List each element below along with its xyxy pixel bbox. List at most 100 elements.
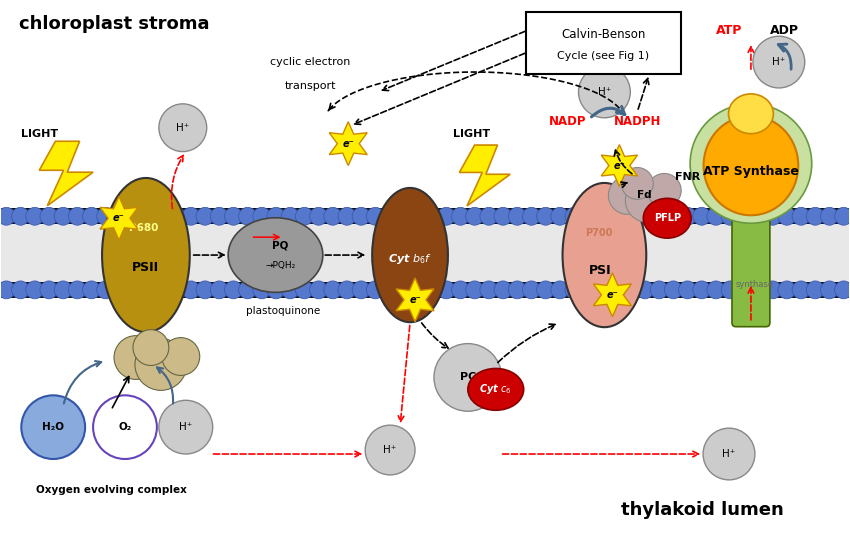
- Circle shape: [750, 281, 768, 299]
- Circle shape: [309, 207, 327, 225]
- Circle shape: [133, 330, 169, 366]
- Circle shape: [678, 281, 696, 299]
- Circle shape: [114, 336, 158, 379]
- Circle shape: [381, 281, 399, 299]
- Text: PSI: PSI: [589, 264, 612, 278]
- Circle shape: [111, 207, 129, 225]
- Circle shape: [296, 207, 314, 225]
- Circle shape: [366, 281, 384, 299]
- Text: Cycle (see Fig 1): Cycle (see Fig 1): [558, 51, 649, 61]
- Circle shape: [252, 281, 271, 299]
- Circle shape: [466, 207, 484, 225]
- Circle shape: [196, 281, 214, 299]
- Circle shape: [721, 207, 739, 225]
- Ellipse shape: [728, 94, 774, 134]
- Circle shape: [352, 281, 370, 299]
- Circle shape: [366, 425, 415, 475]
- Circle shape: [125, 281, 143, 299]
- Circle shape: [167, 281, 185, 299]
- Circle shape: [593, 281, 611, 299]
- Text: e⁻: e⁻: [409, 295, 421, 305]
- Circle shape: [167, 207, 185, 225]
- Circle shape: [437, 207, 456, 225]
- Circle shape: [54, 281, 72, 299]
- Circle shape: [523, 207, 541, 225]
- Text: LIGHT: LIGHT: [453, 128, 490, 139]
- Circle shape: [26, 207, 43, 225]
- Polygon shape: [601, 144, 638, 187]
- Circle shape: [154, 207, 172, 225]
- Text: →PQH₂: →PQH₂: [265, 261, 296, 270]
- Ellipse shape: [468, 368, 524, 410]
- Circle shape: [224, 207, 242, 225]
- FancyBboxPatch shape: [2, 208, 848, 298]
- Circle shape: [97, 207, 115, 225]
- Text: LIGHT: LIGHT: [21, 128, 59, 139]
- Ellipse shape: [372, 188, 448, 322]
- Circle shape: [434, 344, 502, 411]
- Circle shape: [565, 281, 583, 299]
- Text: Cyt $c_6$: Cyt $c_6$: [479, 382, 513, 397]
- Text: e⁻: e⁻: [343, 139, 354, 149]
- Circle shape: [68, 207, 87, 225]
- Text: PFLP: PFLP: [654, 213, 681, 223]
- Circle shape: [508, 281, 526, 299]
- Circle shape: [621, 167, 654, 199]
- Circle shape: [224, 281, 242, 299]
- Text: FNR: FNR: [675, 173, 700, 182]
- Circle shape: [40, 281, 58, 299]
- Text: NADPH: NADPH: [614, 115, 661, 128]
- Circle shape: [252, 207, 271, 225]
- Text: NADP: NADP: [549, 115, 586, 128]
- Circle shape: [807, 281, 824, 299]
- Circle shape: [139, 281, 157, 299]
- Circle shape: [480, 207, 498, 225]
- Text: plastoquinone: plastoquinone: [246, 306, 320, 316]
- Circle shape: [154, 281, 172, 299]
- Circle shape: [508, 207, 526, 225]
- FancyBboxPatch shape: [2, 208, 848, 224]
- Text: H⁺: H⁺: [772, 57, 785, 67]
- Text: H⁺: H⁺: [179, 422, 192, 432]
- Ellipse shape: [563, 183, 646, 327]
- Text: Fd: Fd: [637, 190, 652, 200]
- Circle shape: [792, 281, 810, 299]
- Circle shape: [835, 281, 850, 299]
- Circle shape: [423, 281, 441, 299]
- FancyBboxPatch shape: [525, 12, 681, 74]
- Circle shape: [707, 207, 725, 225]
- Circle shape: [707, 281, 725, 299]
- Circle shape: [565, 207, 583, 225]
- Text: H⁺: H⁺: [722, 449, 735, 459]
- Circle shape: [281, 207, 299, 225]
- Circle shape: [536, 281, 554, 299]
- FancyBboxPatch shape: [2, 282, 848, 298]
- Circle shape: [721, 281, 739, 299]
- Circle shape: [626, 179, 669, 222]
- Text: H⁺: H⁺: [598, 87, 611, 97]
- Circle shape: [693, 207, 711, 225]
- Text: cyclic electron: cyclic electron: [270, 57, 350, 67]
- Polygon shape: [100, 196, 138, 240]
- Circle shape: [182, 281, 200, 299]
- Circle shape: [0, 207, 15, 225]
- Circle shape: [159, 104, 207, 151]
- Circle shape: [622, 281, 640, 299]
- Circle shape: [622, 207, 640, 225]
- Circle shape: [210, 207, 228, 225]
- Circle shape: [466, 281, 484, 299]
- Text: ADP: ADP: [770, 24, 799, 37]
- Text: H⁺: H⁺: [176, 123, 190, 133]
- Circle shape: [753, 36, 805, 88]
- Text: e⁻: e⁻: [607, 290, 618, 300]
- Ellipse shape: [704, 116, 798, 215]
- Circle shape: [82, 281, 100, 299]
- Text: PSII: PSII: [133, 262, 160, 274]
- Circle shape: [21, 395, 85, 459]
- Circle shape: [239, 281, 257, 299]
- Circle shape: [296, 281, 314, 299]
- Text: Cyt $b_6f$: Cyt $b_6f$: [388, 252, 432, 266]
- Ellipse shape: [228, 218, 323, 293]
- Circle shape: [703, 428, 755, 480]
- Circle shape: [159, 400, 212, 454]
